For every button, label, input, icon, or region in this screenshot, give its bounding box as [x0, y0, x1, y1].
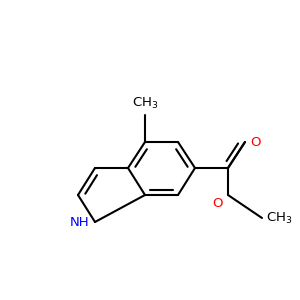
Text: O: O — [250, 136, 260, 148]
Text: O: O — [212, 197, 223, 210]
Text: CH$_3$: CH$_3$ — [266, 211, 292, 226]
Text: CH$_3$: CH$_3$ — [132, 96, 158, 111]
Text: NH: NH — [69, 215, 89, 229]
